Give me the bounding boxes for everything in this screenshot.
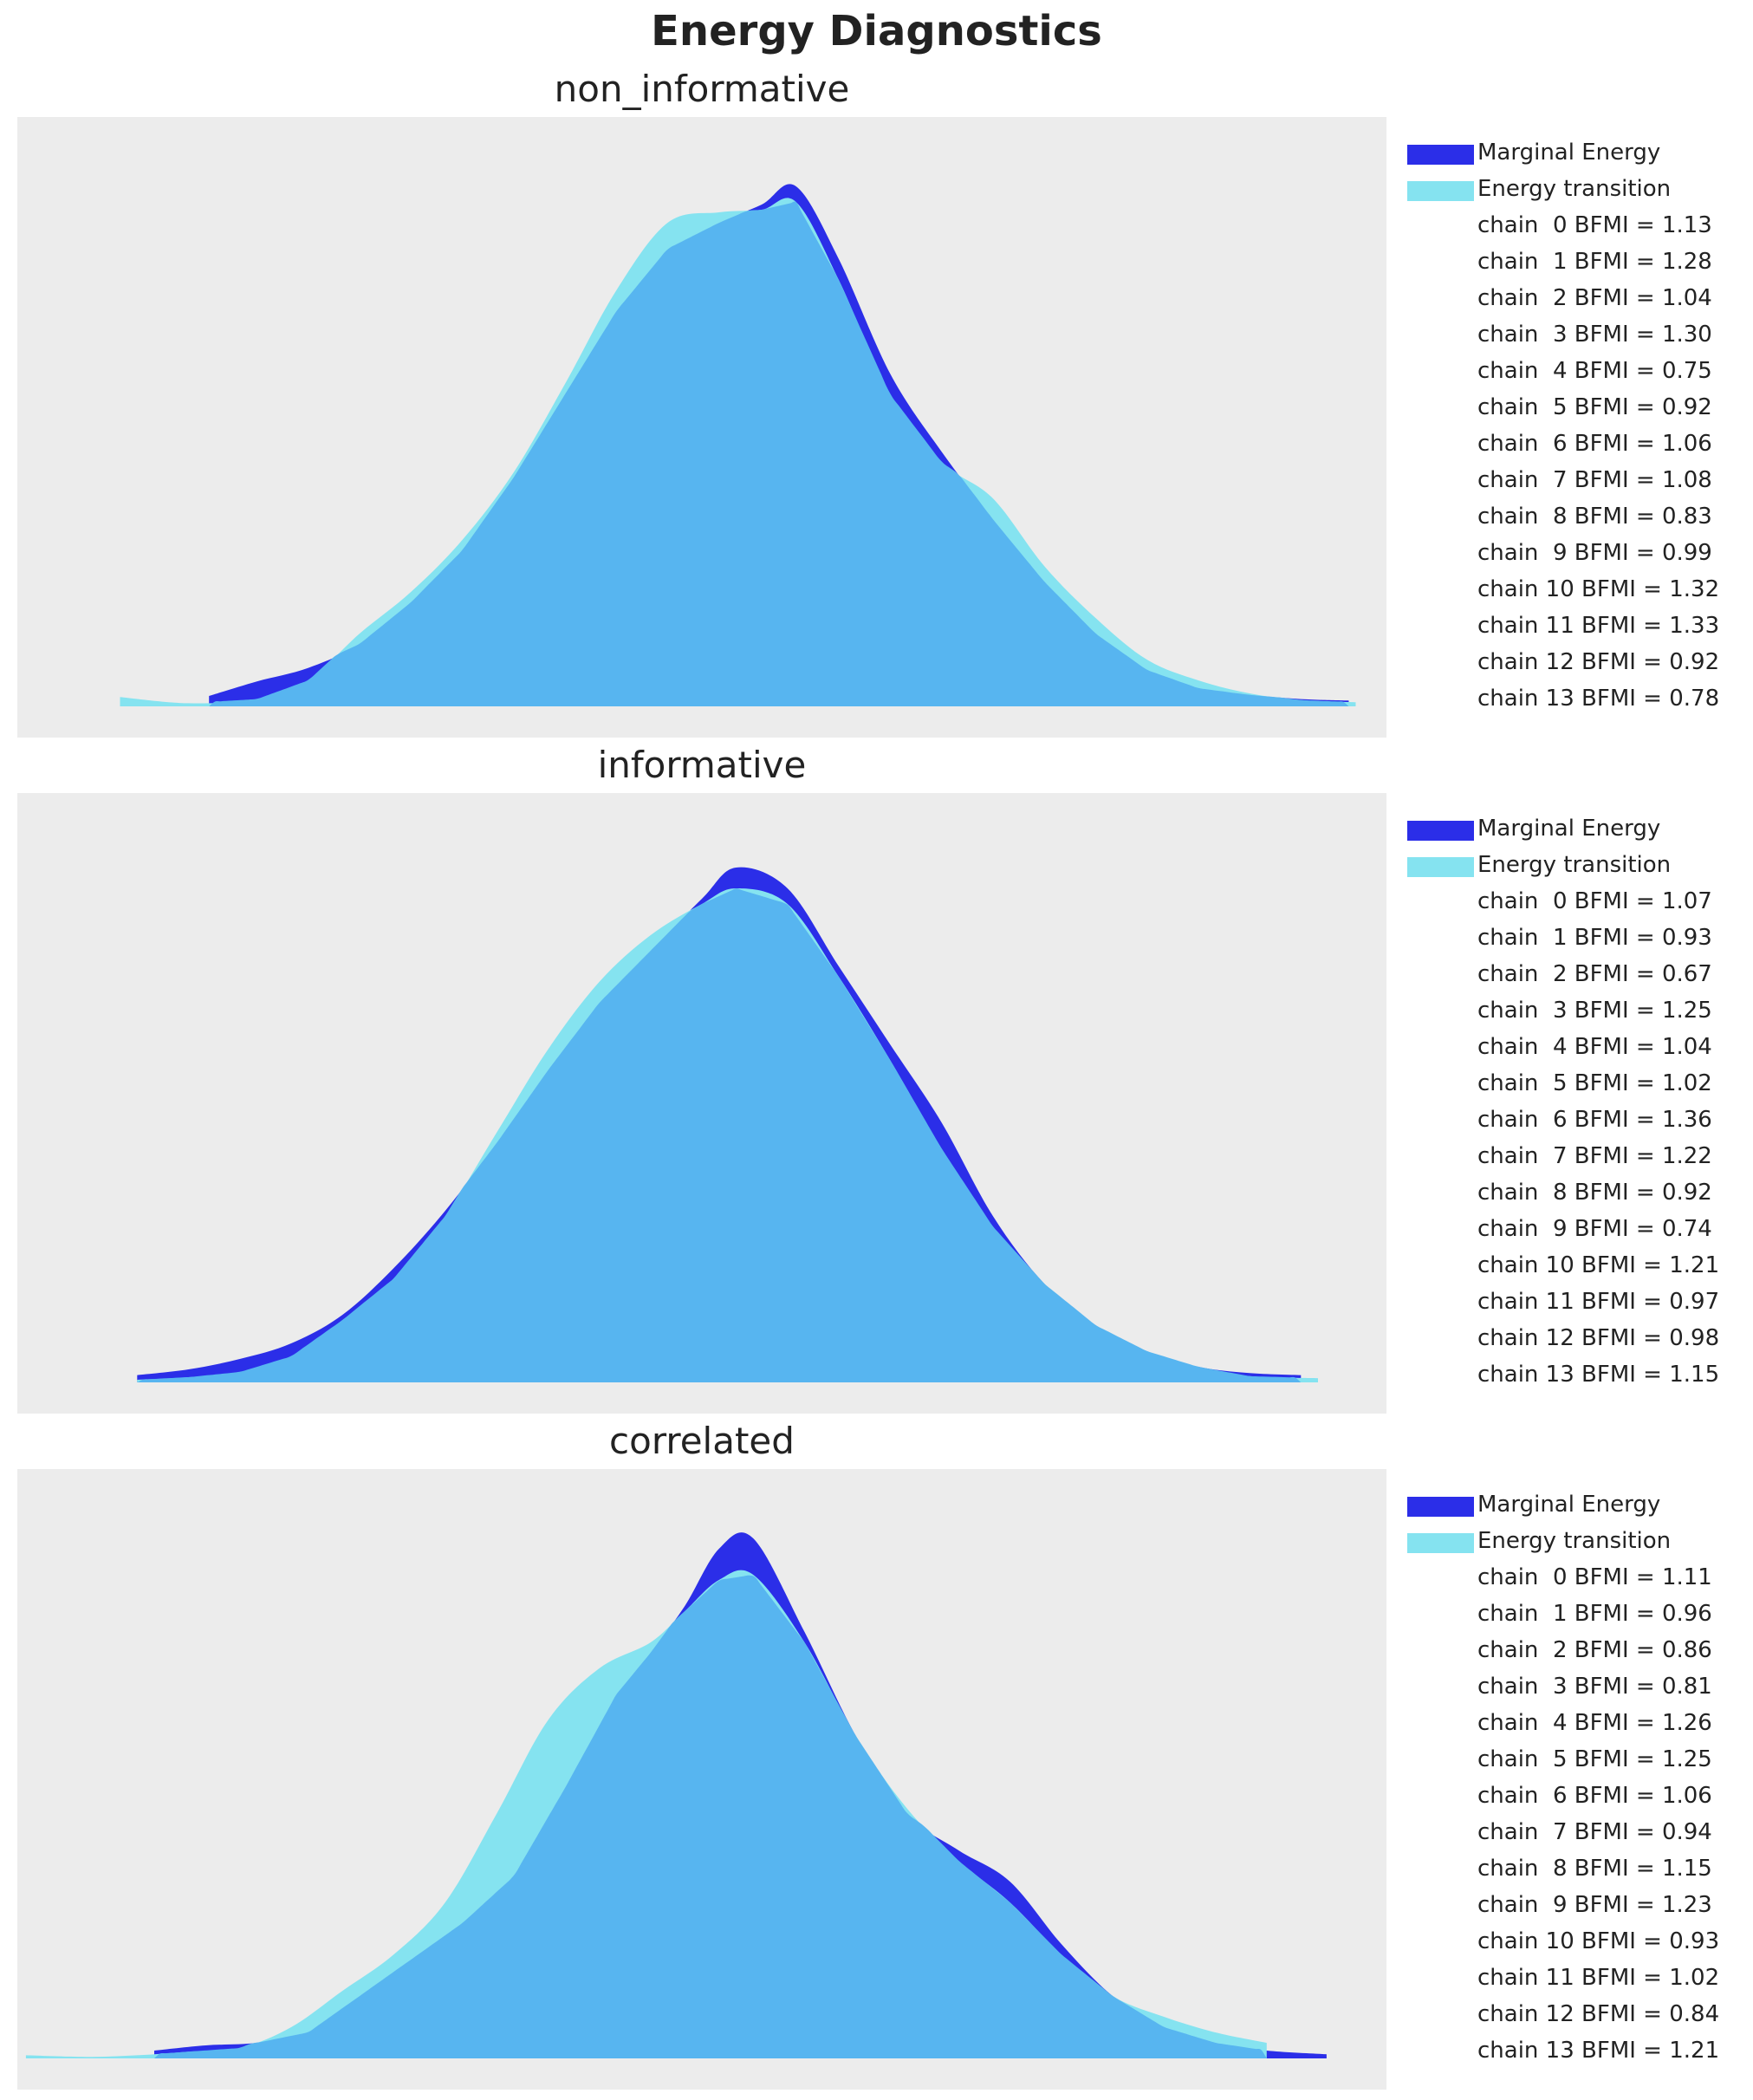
bfmi-label: chain 2 BFMI = 0.86 bbox=[1477, 1637, 1712, 1663]
legend-label-marginal: Marginal Energy bbox=[1477, 816, 1661, 842]
transition-swatch bbox=[1407, 857, 1474, 877]
marginal-swatch bbox=[1407, 145, 1474, 165]
chart-svg-0 bbox=[120, 184, 1356, 707]
bfmi-label: chain 13 BFMI = 1.15 bbox=[1477, 1362, 1720, 1388]
bfmi-label: chain 7 BFMI = 1.22 bbox=[1477, 1143, 1712, 1169]
overlap-area bbox=[209, 201, 1349, 706]
chart-svg-2 bbox=[25, 1532, 1327, 2058]
bfmi-label: chain 9 BFMI = 0.74 bbox=[1477, 1216, 1712, 1242]
bfmi-label: chain 0 BFMI = 1.07 bbox=[1477, 888, 1712, 914]
bfmi-label: chain 6 BFMI = 1.06 bbox=[1477, 1783, 1712, 1809]
bfmi-label: chain 5 BFMI = 0.92 bbox=[1477, 394, 1712, 420]
bfmi-label: chain 6 BFMI = 1.36 bbox=[1477, 1107, 1712, 1133]
bfmi-label: chain 3 BFMI = 0.81 bbox=[1477, 1674, 1712, 1700]
bfmi-label: chain 4 BFMI = 1.04 bbox=[1477, 1034, 1712, 1060]
bfmi-label: chain 10 BFMI = 0.93 bbox=[1477, 1928, 1720, 1954]
plot-informative bbox=[17, 793, 1386, 1414]
bfmi-label: chain 6 BFMI = 1.06 bbox=[1477, 431, 1712, 457]
bfmi-label: chain 5 BFMI = 1.25 bbox=[1477, 1746, 1712, 1772]
transition-swatch bbox=[1407, 1533, 1474, 1553]
bfmi-label: chain 12 BFMI = 0.92 bbox=[1477, 649, 1720, 675]
bfmi-label: chain 8 BFMI = 0.92 bbox=[1477, 1180, 1712, 1206]
bfmi-label: chain 1 BFMI = 0.93 bbox=[1477, 925, 1712, 951]
bfmi-label: chain 11 BFMI = 0.97 bbox=[1477, 1289, 1720, 1315]
panel-title-non-informative: non_informative bbox=[554, 68, 850, 110]
bfmi-label: chain 12 BFMI = 0.84 bbox=[1477, 2001, 1720, 2027]
bfmi-label: chain 13 BFMI = 1.21 bbox=[1477, 2038, 1720, 2064]
bfmi-label: chain 11 BFMI = 1.33 bbox=[1477, 613, 1720, 639]
bfmi-label: chain 7 BFMI = 1.08 bbox=[1477, 467, 1712, 493]
bfmi-label: chain 12 BFMI = 0.98 bbox=[1477, 1325, 1720, 1351]
bfmi-label: chain 5 BFMI = 1.02 bbox=[1477, 1070, 1712, 1096]
legend-informative: Marginal Energy Energy transition chain … bbox=[1404, 806, 1742, 1395]
bfmi-label: chain 2 BFMI = 1.04 bbox=[1477, 285, 1712, 311]
bfmi-label: chain 1 BFMI = 1.28 bbox=[1477, 249, 1712, 275]
figure-title: Energy Diagnostics bbox=[651, 7, 1102, 55]
plot-non-informative bbox=[17, 117, 1386, 738]
bfmi-label: chain 9 BFMI = 0.99 bbox=[1477, 540, 1712, 566]
marginal-swatch bbox=[1407, 1497, 1474, 1517]
legend-label-transition: Energy transition bbox=[1477, 1528, 1672, 1554]
legend-label-transition: Energy transition bbox=[1477, 176, 1672, 202]
bfmi-label: chain 8 BFMI = 0.83 bbox=[1477, 504, 1712, 530]
bfmi-label: chain 10 BFMI = 1.32 bbox=[1477, 576, 1720, 602]
legend-correlated: Marginal Energy Energy transition chain … bbox=[1404, 1482, 1742, 2071]
plot-correlated bbox=[17, 1469, 1386, 2090]
bfmi-label: chain 9 BFMI = 1.23 bbox=[1477, 1892, 1712, 1918]
bfmi-label: chain 3 BFMI = 1.25 bbox=[1477, 998, 1712, 1024]
bfmi-label: chain 10 BFMI = 1.21 bbox=[1477, 1252, 1720, 1278]
overlap-area bbox=[137, 888, 1302, 1382]
transition-swatch bbox=[1407, 181, 1474, 201]
bfmi-label: chain 1 BFMI = 0.96 bbox=[1477, 1601, 1712, 1627]
bfmi-label: chain 11 BFMI = 1.02 bbox=[1477, 1965, 1720, 1991]
bfmi-label: chain 8 BFMI = 1.15 bbox=[1477, 1856, 1712, 1882]
panel-title-informative: informative bbox=[597, 744, 807, 786]
bfmi-label: chain 4 BFMI = 1.26 bbox=[1477, 1710, 1712, 1736]
bfmi-label: chain 0 BFMI = 1.11 bbox=[1477, 1564, 1712, 1590]
legend-label-marginal: Marginal Energy bbox=[1477, 140, 1661, 166]
bfmi-label: chain 13 BFMI = 0.78 bbox=[1477, 686, 1720, 712]
legend-label-transition: Energy transition bbox=[1477, 852, 1672, 878]
bfmi-label: chain 4 BFMI = 0.75 bbox=[1477, 358, 1712, 384]
bfmi-label: chain 3 BFMI = 1.30 bbox=[1477, 322, 1712, 348]
bfmi-label: chain 2 BFMI = 0.67 bbox=[1477, 961, 1712, 987]
bfmi-label: chain 0 BFMI = 1.13 bbox=[1477, 212, 1712, 238]
panel-title-correlated: correlated bbox=[609, 1420, 795, 1462]
legend-label-marginal: Marginal Energy bbox=[1477, 1492, 1661, 1518]
chart-svg-1 bbox=[137, 867, 1318, 1382]
overlap-area bbox=[154, 1575, 1267, 2058]
bfmi-label: chain 7 BFMI = 0.94 bbox=[1477, 1819, 1712, 1845]
legend-non-informative: Marginal Energy Energy transition chain … bbox=[1404, 130, 1742, 719]
marginal-swatch bbox=[1407, 821, 1474, 841]
